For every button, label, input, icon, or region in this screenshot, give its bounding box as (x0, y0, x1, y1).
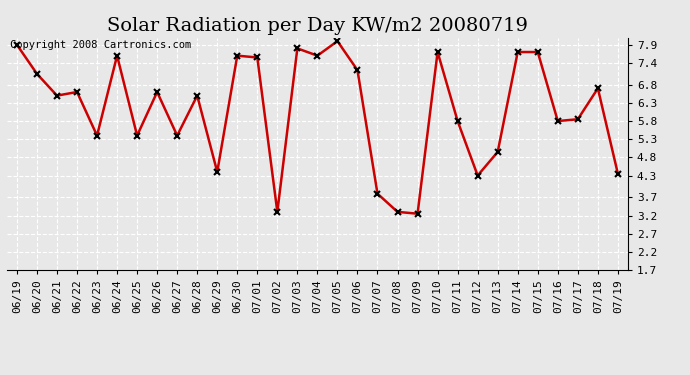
Title: Solar Radiation per Day KW/m2 20080719: Solar Radiation per Day KW/m2 20080719 (107, 16, 528, 34)
Text: Copyright 2008 Cartronics.com: Copyright 2008 Cartronics.com (10, 40, 191, 50)
